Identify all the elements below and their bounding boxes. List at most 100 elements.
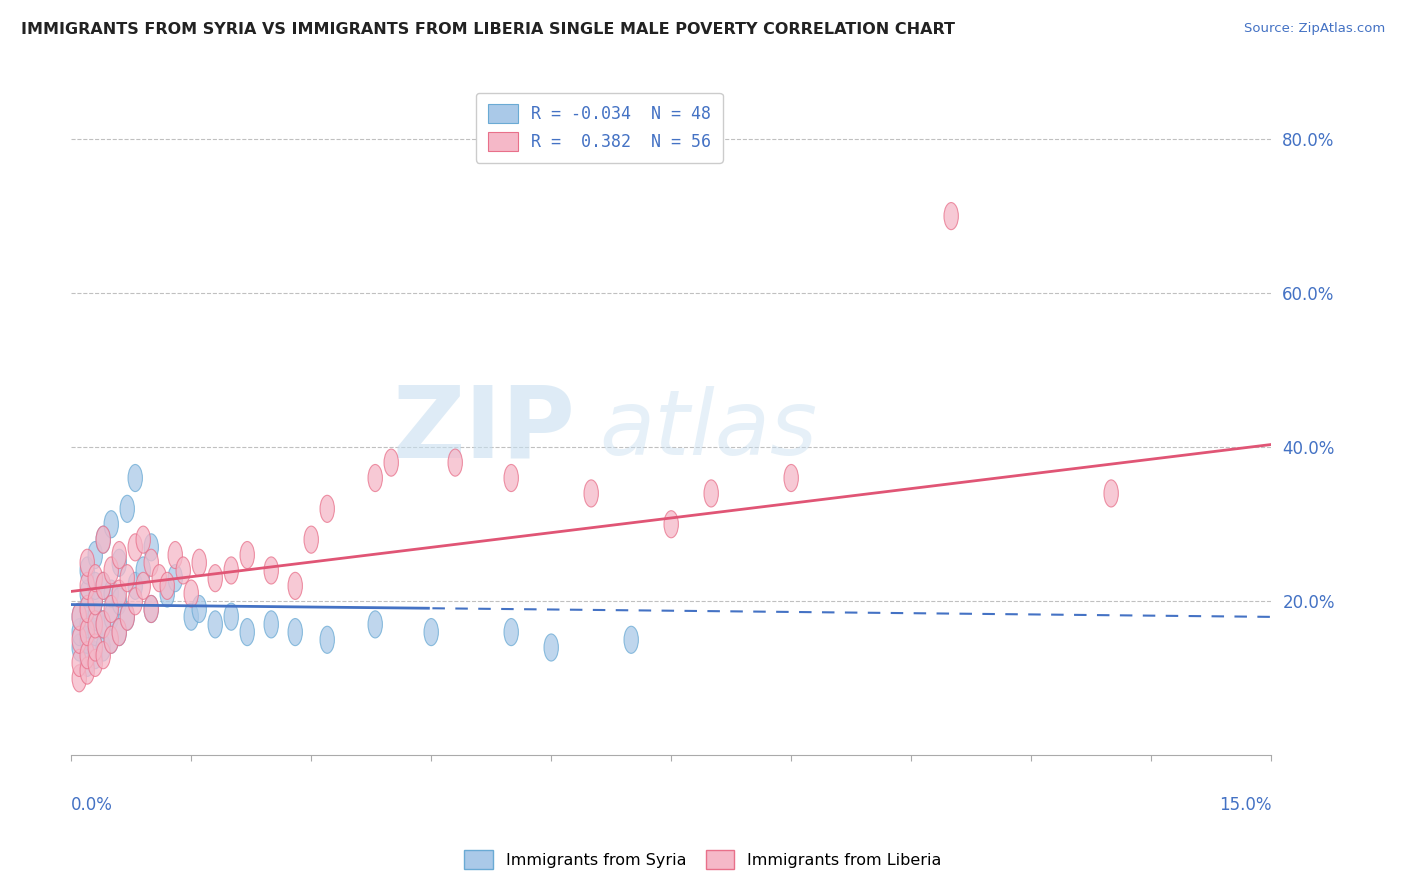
Ellipse shape — [104, 557, 118, 584]
Text: atlas: atlas — [599, 386, 817, 474]
Text: Source: ZipAtlas.com: Source: ZipAtlas.com — [1244, 22, 1385, 36]
Ellipse shape — [96, 573, 111, 599]
Ellipse shape — [503, 465, 519, 491]
Ellipse shape — [704, 480, 718, 507]
Ellipse shape — [120, 603, 135, 631]
Ellipse shape — [176, 557, 190, 584]
Ellipse shape — [80, 573, 94, 599]
Ellipse shape — [89, 573, 103, 599]
Ellipse shape — [80, 618, 94, 646]
Ellipse shape — [425, 618, 439, 646]
Ellipse shape — [72, 618, 86, 646]
Ellipse shape — [120, 603, 135, 631]
Ellipse shape — [304, 526, 318, 553]
Ellipse shape — [128, 465, 142, 491]
Ellipse shape — [264, 557, 278, 584]
Ellipse shape — [72, 665, 86, 692]
Ellipse shape — [89, 541, 103, 568]
Ellipse shape — [96, 573, 111, 599]
Ellipse shape — [89, 588, 103, 615]
Ellipse shape — [503, 618, 519, 646]
Ellipse shape — [96, 634, 111, 661]
Ellipse shape — [72, 603, 86, 631]
Ellipse shape — [321, 626, 335, 653]
Text: IMMIGRANTS FROM SYRIA VS IMMIGRANTS FROM LIBERIA SINGLE MALE POVERTY CORRELATION: IMMIGRANTS FROM SYRIA VS IMMIGRANTS FROM… — [21, 22, 955, 37]
Ellipse shape — [112, 580, 127, 607]
Ellipse shape — [449, 449, 463, 476]
Ellipse shape — [288, 618, 302, 646]
Legend: R = -0.034  N = 48, R =  0.382  N = 56: R = -0.034 N = 48, R = 0.382 N = 56 — [475, 93, 723, 162]
Ellipse shape — [208, 565, 222, 591]
Ellipse shape — [80, 649, 94, 676]
Ellipse shape — [664, 511, 678, 538]
Ellipse shape — [128, 588, 142, 615]
Ellipse shape — [160, 580, 174, 607]
Ellipse shape — [96, 526, 111, 553]
Ellipse shape — [128, 573, 142, 599]
Ellipse shape — [169, 541, 183, 568]
Ellipse shape — [943, 202, 959, 229]
Ellipse shape — [112, 618, 127, 646]
Ellipse shape — [96, 526, 111, 553]
Ellipse shape — [785, 465, 799, 491]
Ellipse shape — [80, 657, 94, 684]
Ellipse shape — [89, 618, 103, 646]
Ellipse shape — [368, 611, 382, 638]
Ellipse shape — [80, 580, 94, 607]
Ellipse shape — [193, 549, 207, 576]
Legend: Immigrants from Syria, Immigrants from Liberia: Immigrants from Syria, Immigrants from L… — [458, 844, 948, 875]
Ellipse shape — [384, 449, 398, 476]
Ellipse shape — [143, 549, 159, 576]
Ellipse shape — [240, 541, 254, 568]
Ellipse shape — [96, 611, 111, 638]
Ellipse shape — [208, 611, 222, 638]
Ellipse shape — [89, 603, 103, 631]
Ellipse shape — [89, 588, 103, 615]
Ellipse shape — [120, 565, 135, 591]
Ellipse shape — [184, 603, 198, 631]
Ellipse shape — [224, 557, 239, 584]
Ellipse shape — [240, 618, 254, 646]
Ellipse shape — [120, 495, 135, 523]
Ellipse shape — [96, 641, 111, 669]
Ellipse shape — [80, 557, 94, 584]
Ellipse shape — [583, 480, 599, 507]
Ellipse shape — [72, 603, 86, 631]
Ellipse shape — [143, 596, 159, 623]
Ellipse shape — [104, 511, 118, 538]
Ellipse shape — [89, 634, 103, 661]
Ellipse shape — [368, 465, 382, 491]
Ellipse shape — [143, 596, 159, 623]
Ellipse shape — [80, 641, 94, 669]
Ellipse shape — [89, 611, 103, 638]
Ellipse shape — [80, 549, 94, 576]
Ellipse shape — [184, 580, 198, 607]
Text: ZIP: ZIP — [392, 382, 575, 478]
Ellipse shape — [544, 634, 558, 661]
Ellipse shape — [169, 565, 183, 591]
Ellipse shape — [80, 596, 94, 623]
Ellipse shape — [152, 565, 166, 591]
Ellipse shape — [89, 649, 103, 676]
Ellipse shape — [193, 596, 207, 623]
Ellipse shape — [80, 611, 94, 638]
Ellipse shape — [72, 626, 86, 653]
Text: 15.0%: 15.0% — [1219, 796, 1271, 814]
Ellipse shape — [624, 626, 638, 653]
Ellipse shape — [112, 549, 127, 576]
Ellipse shape — [104, 580, 118, 607]
Ellipse shape — [104, 596, 118, 623]
Text: 0.0%: 0.0% — [72, 796, 112, 814]
Ellipse shape — [288, 573, 302, 599]
Ellipse shape — [160, 573, 174, 599]
Ellipse shape — [104, 626, 118, 653]
Ellipse shape — [264, 611, 278, 638]
Ellipse shape — [321, 495, 335, 523]
Ellipse shape — [224, 603, 239, 631]
Ellipse shape — [112, 588, 127, 615]
Ellipse shape — [89, 565, 103, 591]
Ellipse shape — [136, 573, 150, 599]
Ellipse shape — [96, 611, 111, 638]
Ellipse shape — [1104, 480, 1118, 507]
Ellipse shape — [80, 596, 94, 623]
